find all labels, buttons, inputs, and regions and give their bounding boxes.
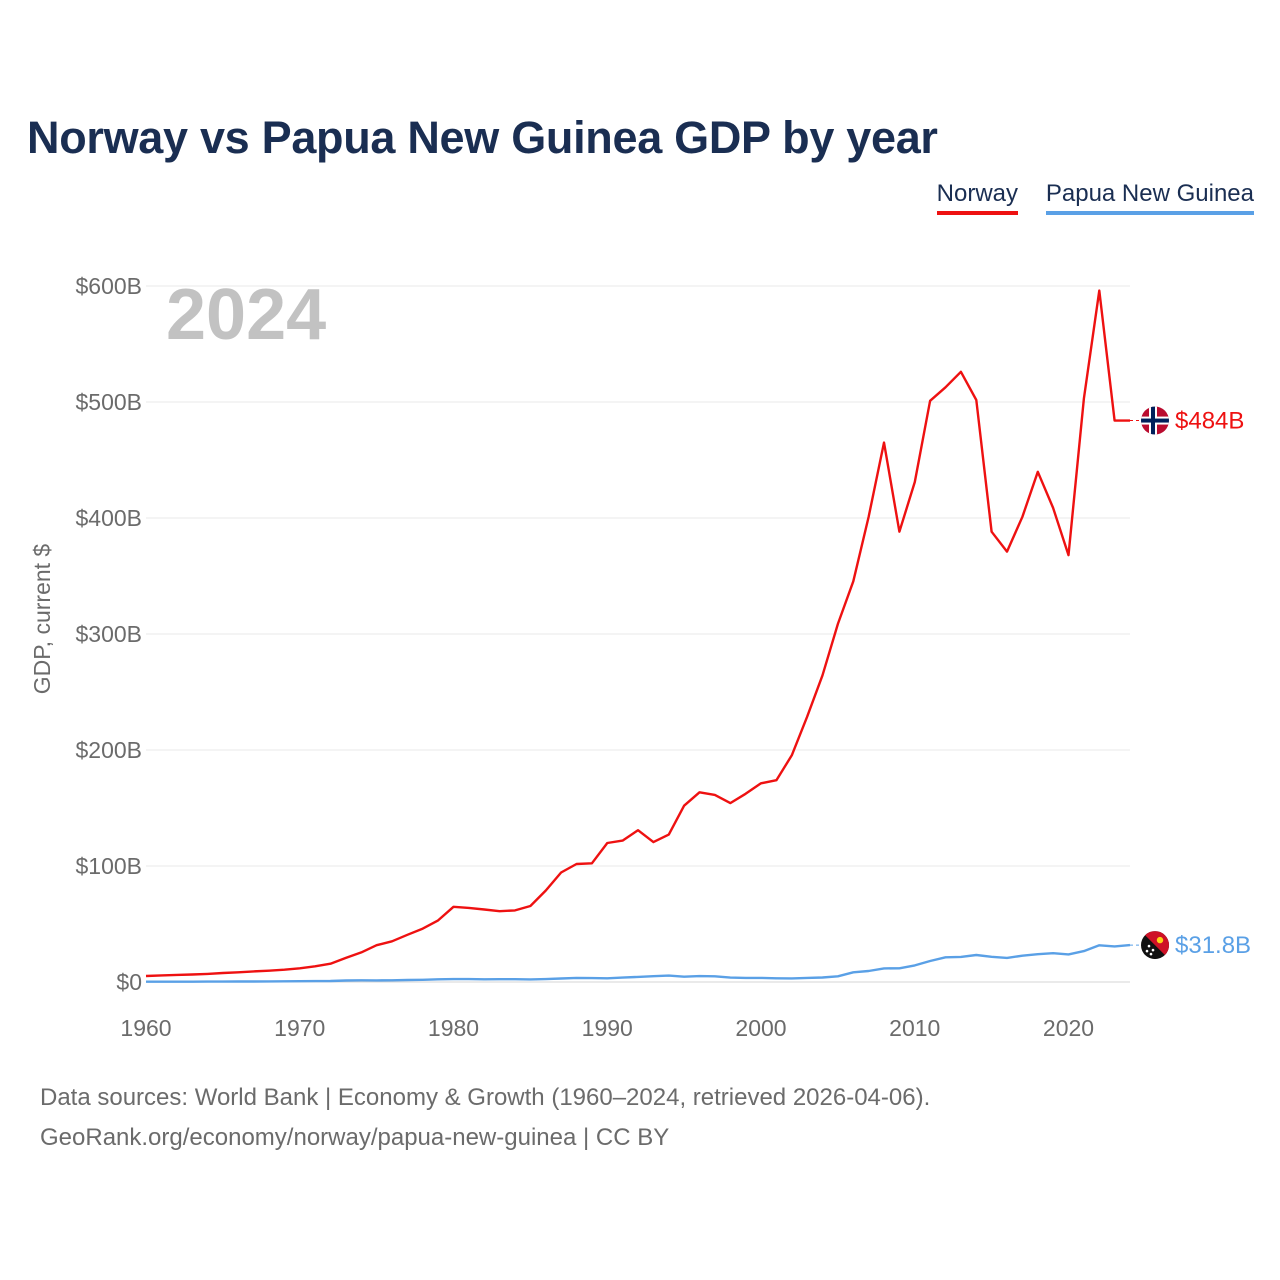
x-tick-label: 1990 (582, 1015, 633, 1041)
y-tick-label: $400B (75, 505, 142, 531)
y-tick-label: $0 (116, 969, 142, 995)
series-lines (145, 289, 1131, 983)
source-url: GeoRank.org/economy/norway/papua-new-gui… (40, 1124, 670, 1151)
x-tick-label: 2020 (1043, 1015, 1094, 1041)
x-tick-label: 1970 (274, 1015, 325, 1041)
legend-item-norway[interactable]: Norway (936, 180, 1018, 215)
y-tick-label: $300B (75, 621, 142, 647)
y-tick-label: $600B (75, 273, 142, 299)
chart-title: Norway vs Papua New Guinea GDP by year (27, 112, 938, 163)
gridlines (146, 285, 1130, 983)
year-watermark: 2024 (166, 275, 326, 355)
y-axis-label: GDP, current $ (29, 544, 55, 695)
x-tick-label: 2000 (735, 1015, 786, 1041)
series-line-papua-new-guinea (146, 943, 1131, 983)
legend-item-papua-new-guinea[interactable]: Papua New Guinea (1045, 180, 1254, 215)
end-markers: $484B $31.8B (1130, 406, 1251, 960)
y-tick-label: $500B (75, 389, 142, 415)
data-source-note: Data sources: World Bank | Economy & Gro… (40, 1084, 931, 1111)
end-value-label: $31.8B (1175, 932, 1251, 959)
x-tick-label: 2010 (889, 1015, 940, 1041)
x-tick-label: 1980 (428, 1015, 479, 1041)
x-tick-label: 1960 (120, 1015, 171, 1041)
y-tick-label: $100B (75, 853, 142, 879)
axes: $0 $100B $200B $300B $400B $500B $600B 1960 1970… (75, 273, 1094, 1041)
gdp-line-chart: $0 $100B $200B $300B $400B $500B $600B 1960 1970… (29, 273, 1251, 1041)
series-line-norway (145, 289, 1130, 978)
end-value-label: $484B (1175, 408, 1244, 435)
papua-new-guinea-flag-icon (1141, 931, 1169, 960)
norway-flag-icon (1141, 406, 1169, 435)
y-tick-label: $200B (75, 737, 142, 763)
